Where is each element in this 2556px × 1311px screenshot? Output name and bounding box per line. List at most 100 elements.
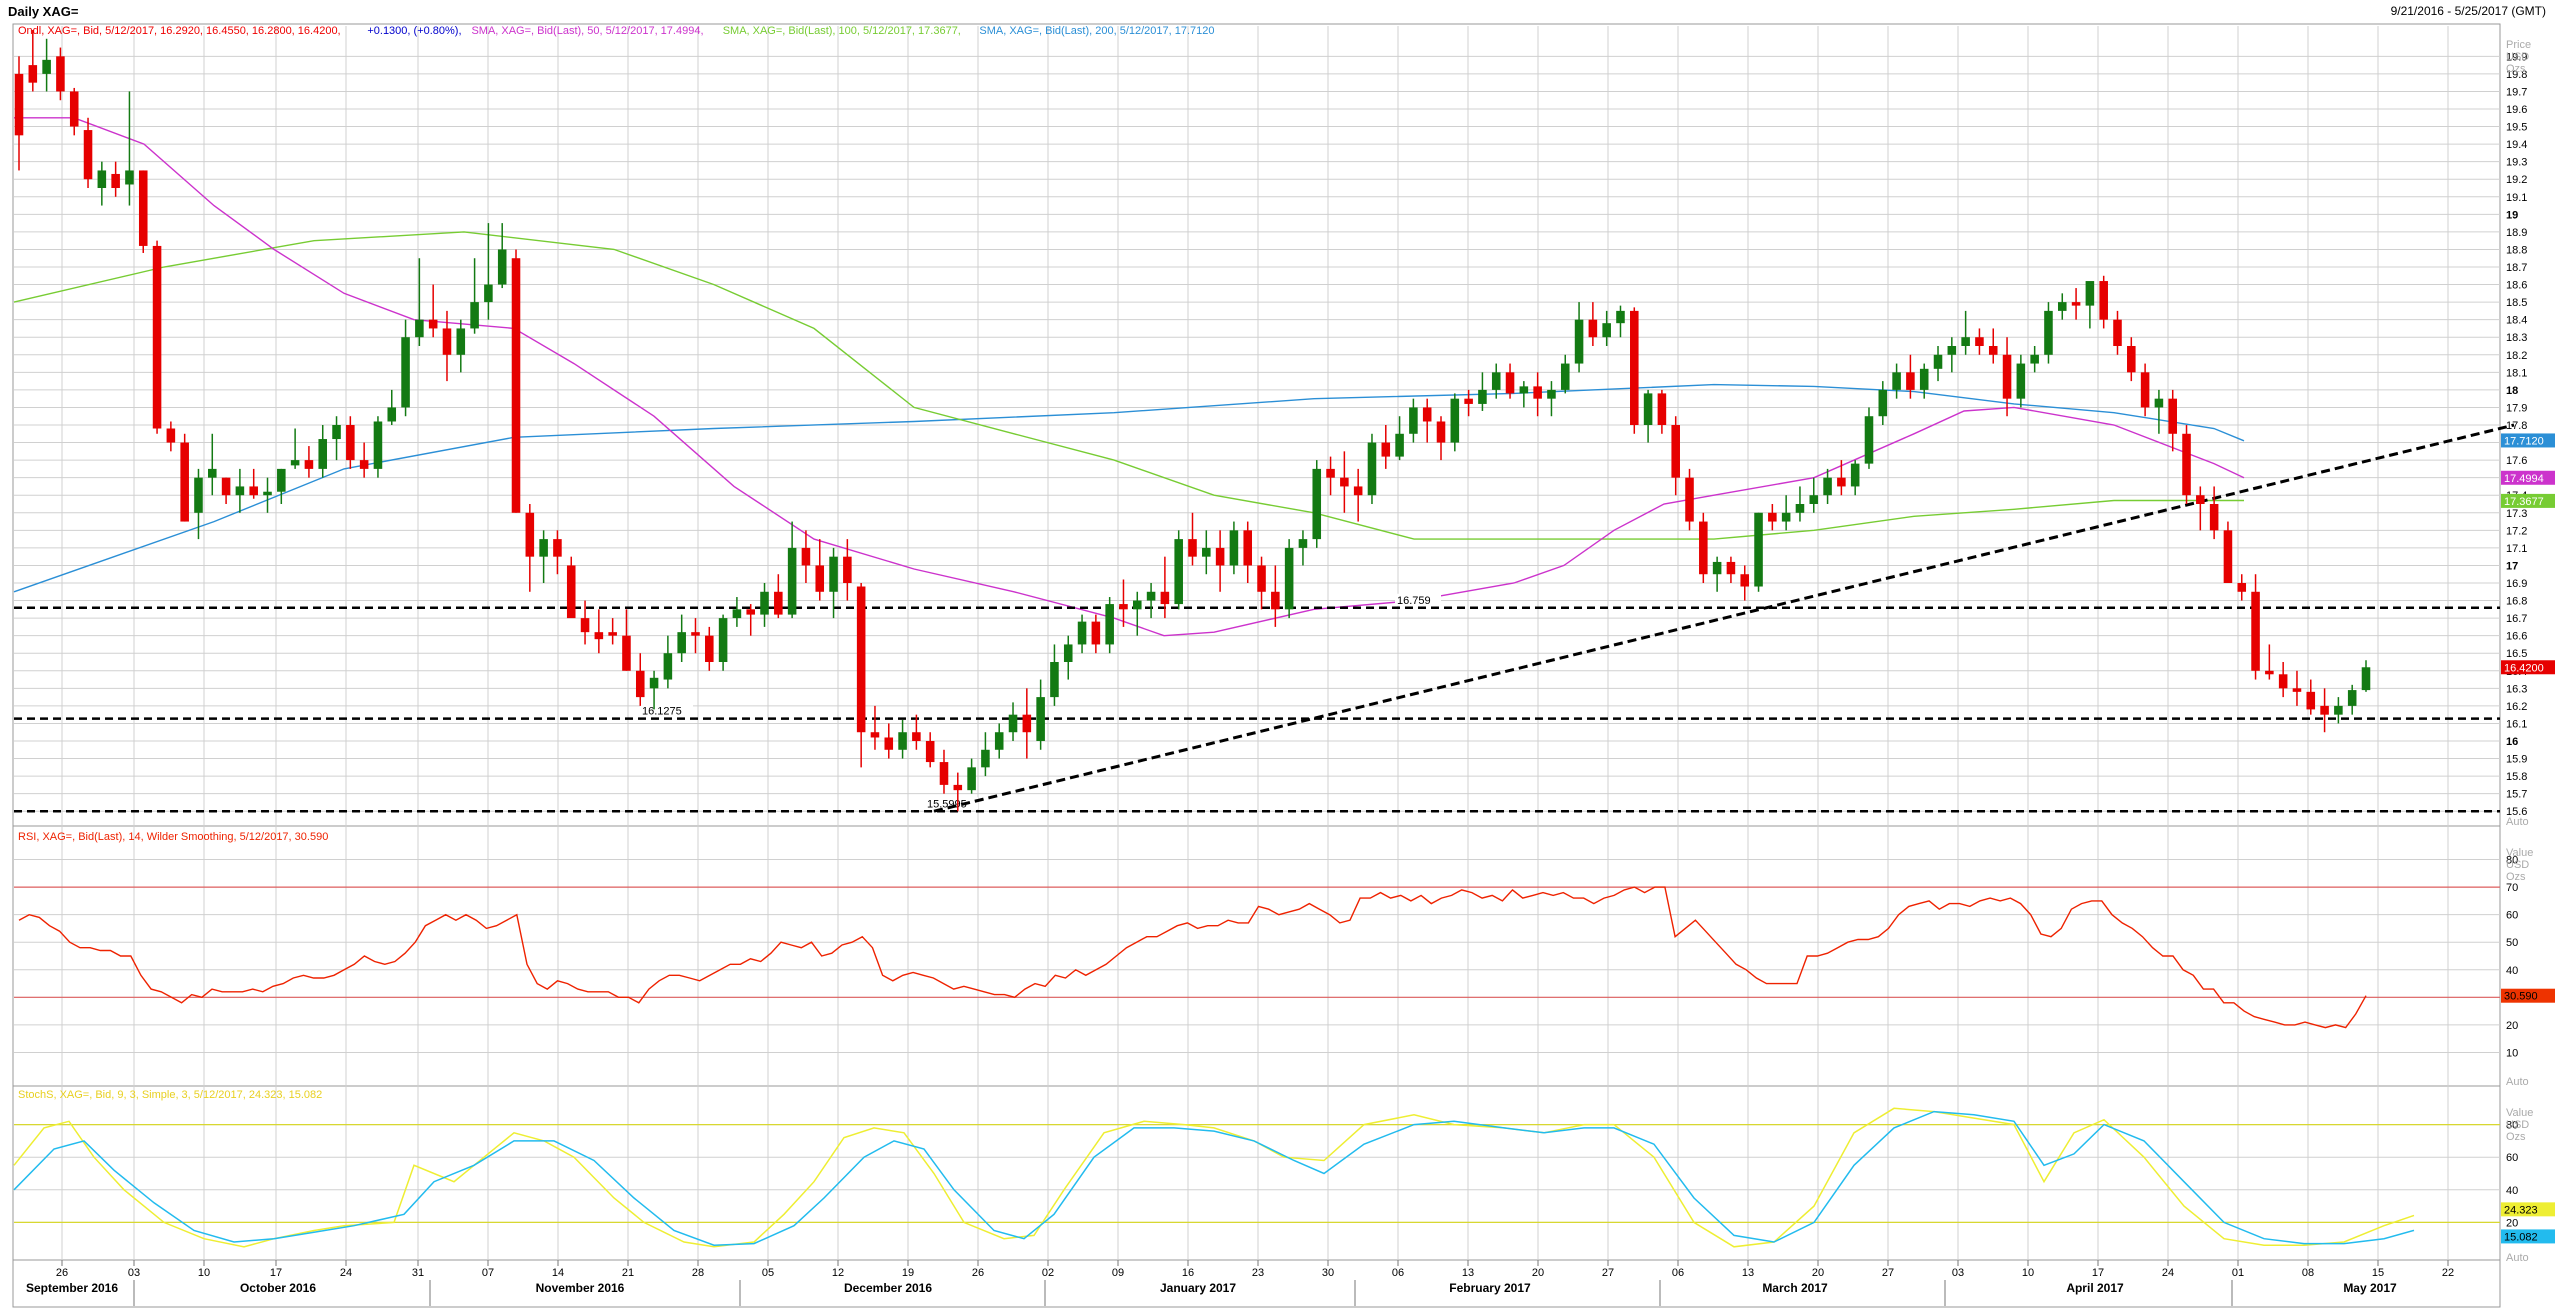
time-axis-day-label: 08 [2302,1267,2314,1279]
time-axis-day-label: 09 [1112,1267,1124,1279]
candle-body [691,632,700,636]
rsi-axis-auto: Auto [2506,1076,2529,1088]
price-axis-tick-label: 17.3 [2506,508,2527,520]
stoch-axis-auto: Auto [2506,1252,2529,1264]
rsi-current-tag-label: 30.590 [2504,991,2538,1003]
time-axis-month-label: January 2017 [1160,1281,1236,1295]
candle-body [1367,442,1377,496]
candle-body [1036,697,1045,741]
candle-body [1243,530,1253,566]
candle-body [1754,512,1763,587]
price-axis-tick-label: 16.8 [2506,596,2527,608]
candle-body [1105,604,1114,645]
price-axis-tick-label: 15.7 [2506,789,2527,801]
price-axis-tick-label: 18.7 [2506,262,2527,274]
candle-body [801,547,811,566]
candle-body [2002,354,2012,399]
candle-body [83,130,93,180]
horizontal-level-label: 16.759 [1397,595,1431,607]
price-legend-entry: SMA, XAG=, Bid(Last), 200, 5/12/2017, 17… [979,25,1214,37]
price-axis-tick-label: 19.9 [2506,51,2527,63]
candle-body [649,677,659,689]
time-axis-day-label: 26 [56,1267,68,1279]
candle-body [14,73,24,136]
price-axis-tick-label: 19.4 [2506,139,2527,151]
candle-body [1160,591,1170,605]
candle-body [1491,372,1501,390]
candle-body [387,407,397,422]
price-axis-tick-label: 16.1 [2506,718,2527,730]
candle-body [221,477,231,496]
stoch-legend: StochS, XAG=, Bid, 9, 3, Simple, 3, 5/12… [18,1089,322,1101]
time-axis-month-label: December 2016 [844,1281,932,1295]
time-axis-day-label: 12 [832,1267,844,1279]
time-axis-day-label: 01 [2232,1267,2244,1279]
time-axis-day-label: 13 [1742,1267,1754,1279]
candle-body [2085,281,2095,306]
price-axis-tick-label: 18.9 [2506,227,2527,239]
candle-body [1298,539,1308,548]
candle-body [898,732,907,750]
candle-body [249,486,258,496]
candle-body [1588,319,1598,338]
price-legend-entry: Ondl, XAG=, Bid, 5/12/2017, 16.2920, 16.… [18,25,341,37]
candle-body [746,609,755,615]
price-tag-bg [2501,660,2555,675]
rsi-axis-title: USD [2506,859,2529,871]
price-axis-tick-label: 17.6 [2506,455,2527,467]
stoch-d-line [13,1110,2415,1246]
time-axis-day-label: 26 [972,1267,984,1279]
candle-body [442,328,452,355]
price-axis-tick-label: 19.3 [2506,157,2527,169]
rsi-axis-tick-label: 80 [2506,855,2518,867]
candle-body [2113,319,2122,346]
candle-body [2196,495,2205,504]
candle-body [1602,323,1611,338]
time-axis-day-label: 03 [1952,1267,1964,1279]
price-axis-tick-label: 19 [2506,209,2518,221]
time-axis-day-label: 10 [198,1267,210,1279]
candle-body [1699,521,1708,575]
price-tag-label: 17.3677 [2504,496,2544,508]
rsi-axis-title: Ozs [2506,871,2526,883]
candle-body [1119,604,1128,610]
candle-body [1436,421,1446,443]
time-axis-month-label: May 2017 [2343,1281,2397,1295]
candle-body [1395,433,1404,457]
candle-body [1478,389,1487,404]
time-axis-day-label: 31 [412,1267,424,1279]
candle-body [1823,477,1832,496]
candle-body [760,591,769,615]
price-axis-tick-label: 16.5 [2506,648,2527,660]
chart-title: Daily XAG= [8,4,79,19]
price-tag-bg [2501,470,2555,485]
candle-body [732,609,742,619]
time-axis-day-label: 17 [270,1267,282,1279]
price-axis-tick-label: 18 [2506,385,2518,397]
candle-body [1409,407,1418,434]
candle-body [2099,281,2108,320]
price-axis-tick-label: 18.8 [2506,244,2527,256]
time-axis-day-label: 20 [1532,1267,1544,1279]
candle-body [2320,705,2329,715]
candle-body [2223,530,2233,583]
price-tag-label: 17.4994 [2504,473,2544,485]
candle-body [635,670,645,698]
candle-body [2306,691,2316,710]
candle-body [1671,425,1680,478]
stoch-axis-title: Ozs [2506,1131,2526,1143]
candle-body [56,56,65,92]
candle-body [815,565,825,592]
time-axis-day-label: 30 [1322,1267,1334,1279]
date-range: 9/21/2016 - 5/25/2017 (GMT) [2390,4,2546,18]
time-axis-day-label: 22 [2442,1267,2454,1279]
time-axis-day-label: 28 [692,1267,704,1279]
stoch-tag-label: 24.323 [2504,1204,2538,1216]
sma-200-line [13,383,2245,593]
price-axis-tick-label: 17.8 [2506,420,2527,432]
candle-body [677,632,686,654]
rsi-axis-tick-label: 50 [2506,937,2518,949]
candle-body [1519,386,1529,394]
candle-body [981,749,990,768]
